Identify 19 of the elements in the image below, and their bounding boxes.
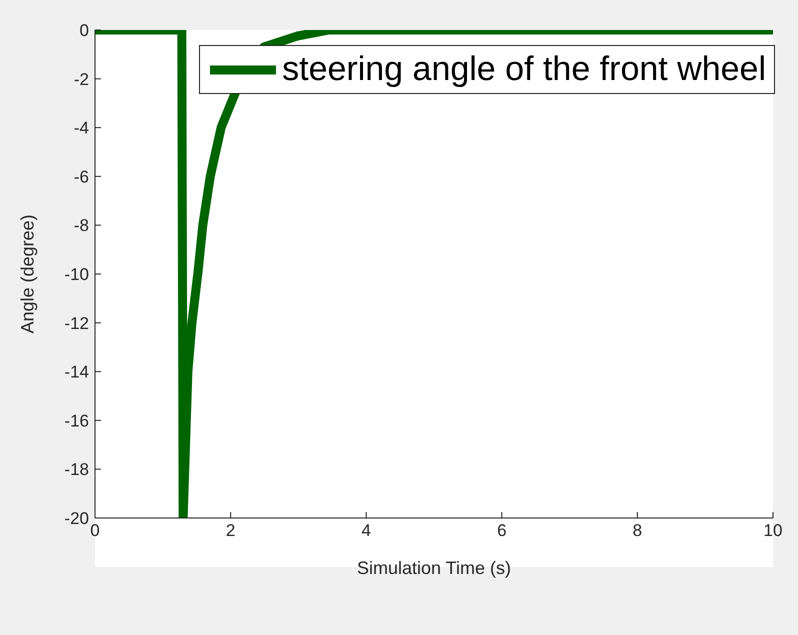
y-tick-label: -14 — [64, 362, 89, 382]
x-tick-label: 4 — [361, 521, 371, 540]
y-tick-label: -10 — [64, 265, 89, 284]
x-axis-title: Simulation Time (s) — [356, 558, 512, 578]
x-tick-label: 10 — [764, 521, 782, 540]
y-tick-label: 0 — [80, 21, 89, 40]
y-tick-label: -4 — [74, 118, 89, 138]
y-tick-label: -18 — [64, 460, 89, 480]
y-axis-title: Angle (degree) — [17, 214, 38, 334]
x-tick-label: 2 — [226, 521, 236, 540]
legend-label: steering angle of the front wheel — [282, 50, 766, 89]
x-tick-label: 6 — [497, 521, 507, 540]
y-tick-label: -2 — [74, 70, 89, 89]
x-tick-label: 8 — [632, 521, 642, 540]
y-tick-label: -20 — [64, 509, 89, 528]
y-tick-label: -6 — [74, 167, 89, 186]
y-tick-label: -12 — [64, 314, 89, 333]
y-tick-label: -8 — [74, 216, 89, 236]
y-tick-label: -16 — [64, 411, 89, 430]
